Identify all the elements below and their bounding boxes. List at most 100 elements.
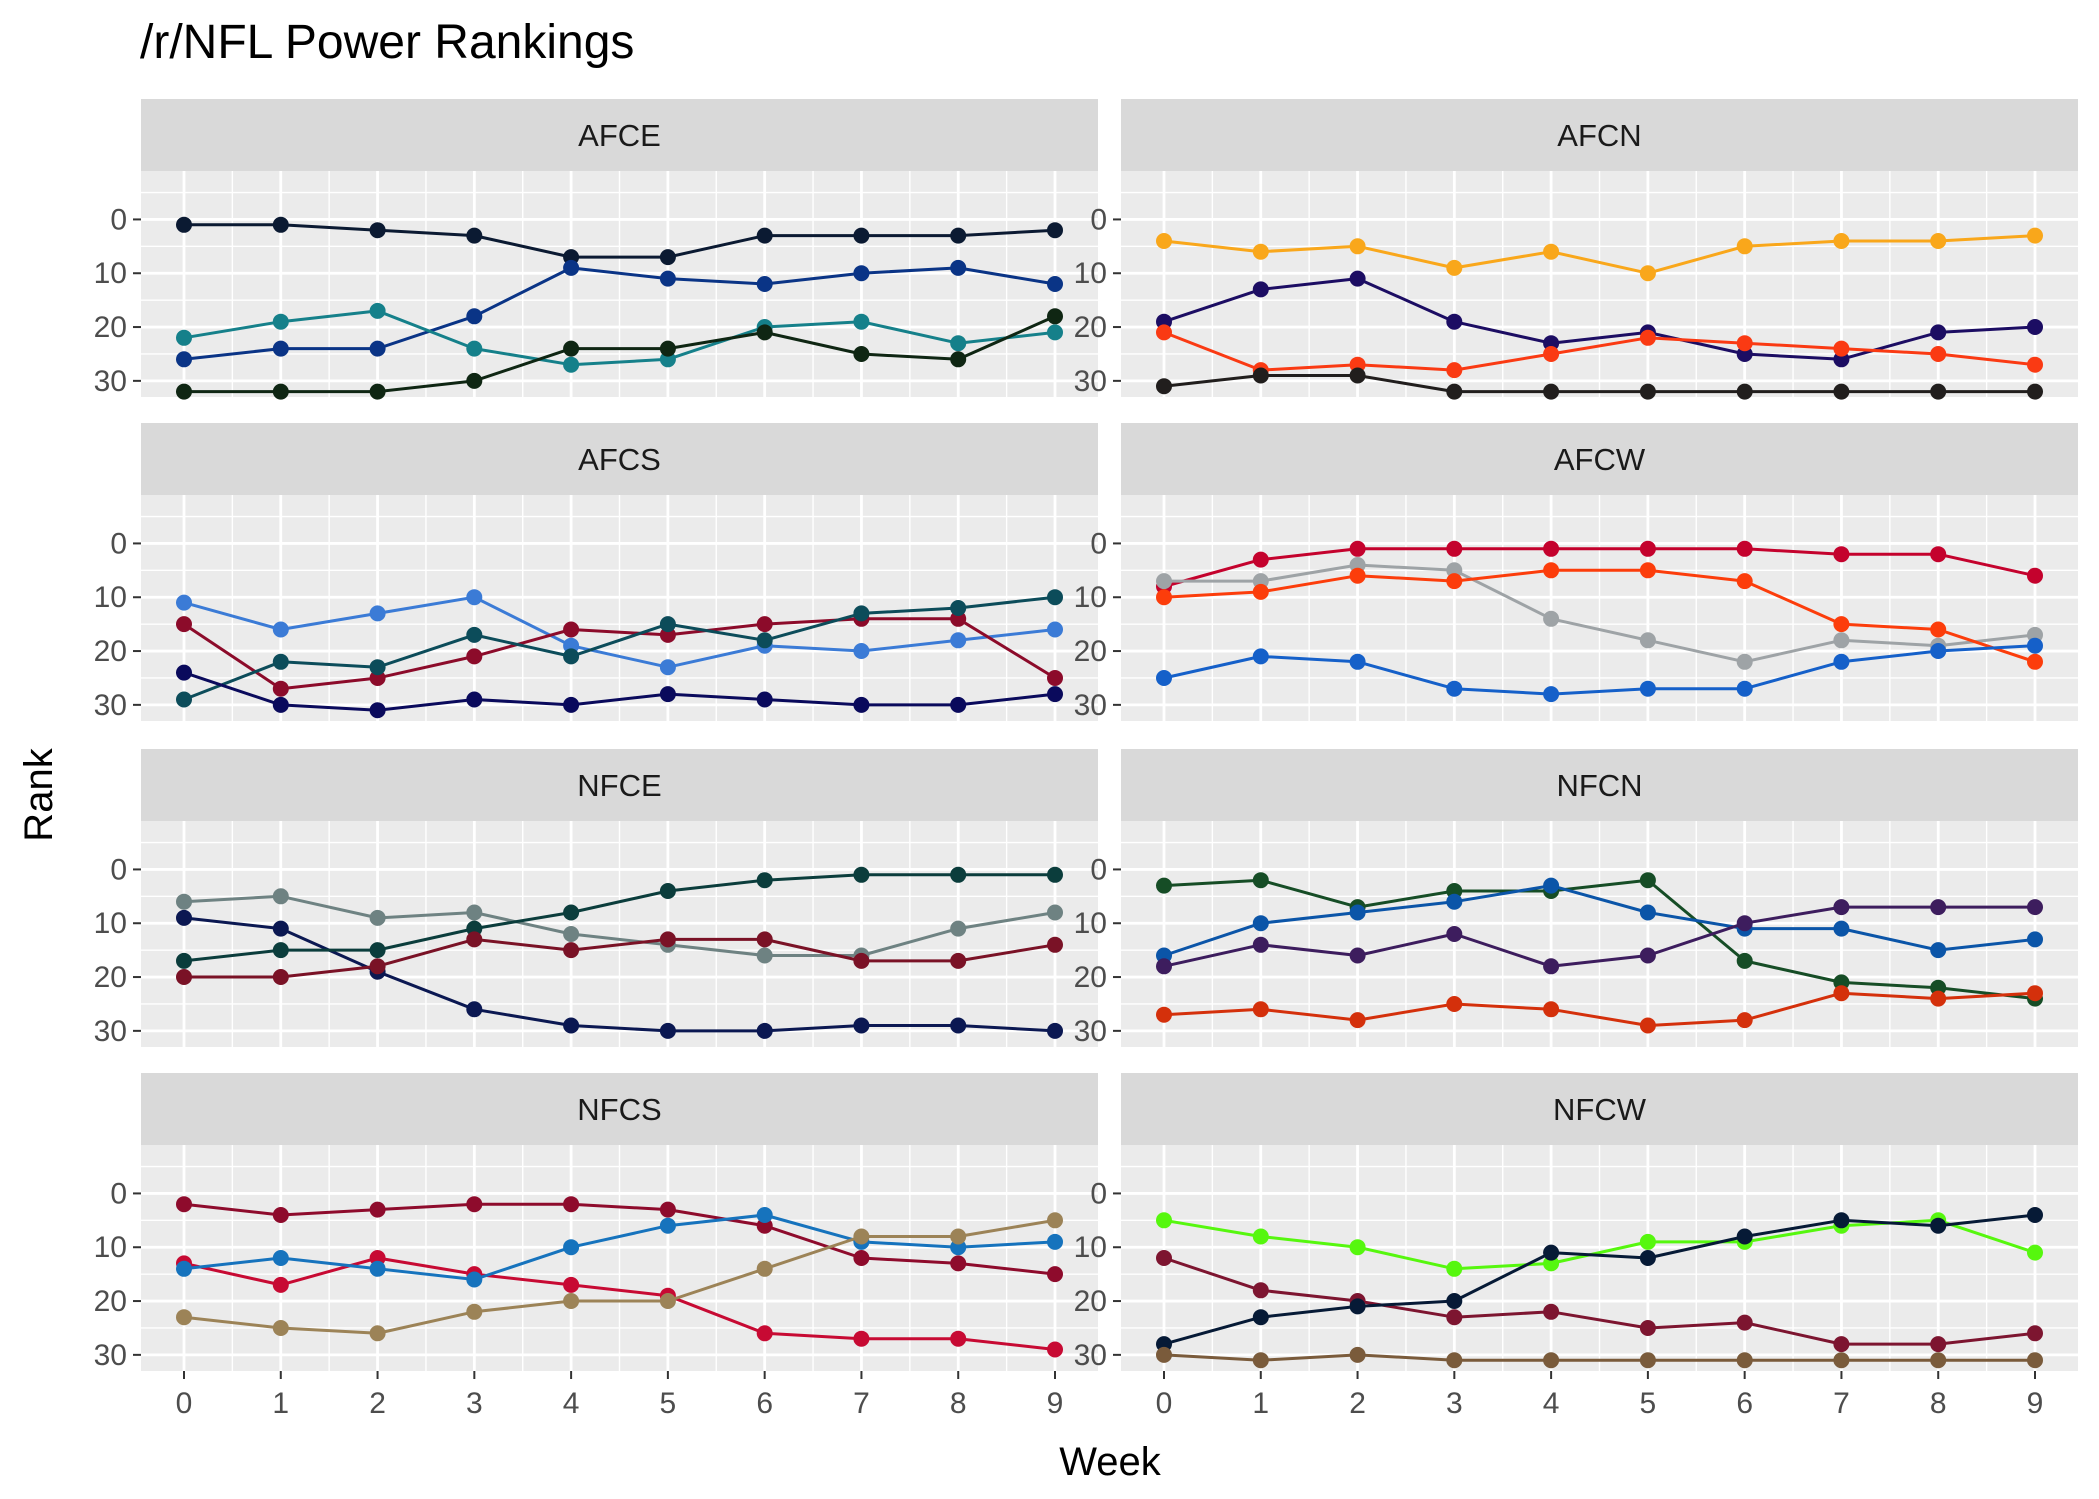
y-tick-label: 20 xyxy=(94,635,127,668)
y-axis: 0 10 20 30 xyxy=(1074,853,1121,1048)
data-point xyxy=(1047,1212,1063,1229)
data-point xyxy=(1349,1346,1366,1363)
data-point xyxy=(369,958,386,975)
x-tick-label: 6 xyxy=(756,1387,773,1420)
panel-nfcn: NFCN 0 10 20 30 xyxy=(1074,749,2078,1048)
series-line xyxy=(1163,878,2036,1001)
data-point xyxy=(756,324,773,341)
data-point xyxy=(1736,653,1753,670)
facet-label: NFCW xyxy=(1553,1092,1647,1127)
data-point xyxy=(466,904,483,921)
data-point xyxy=(950,632,967,649)
data-point xyxy=(1736,915,1753,932)
x-axes: 0 1 2 3 4 5 6 7 8 9 0 1 2 3 4 5 6 7 8 9 xyxy=(176,1371,2043,1420)
y-tick-label: 10 xyxy=(1074,257,1107,290)
data-point xyxy=(176,952,192,969)
data-point xyxy=(1252,915,1269,932)
series-line xyxy=(1163,1353,2035,1362)
data-point xyxy=(659,616,676,633)
data-point xyxy=(1047,866,1063,883)
data-point xyxy=(1639,904,1656,921)
data-point xyxy=(176,383,192,400)
data-point xyxy=(659,1293,676,1309)
data-point xyxy=(466,589,483,606)
data-point xyxy=(1833,1336,1850,1353)
data-point xyxy=(756,872,773,889)
data-point xyxy=(1156,670,1172,686)
data-point xyxy=(1543,346,1560,362)
data-point xyxy=(2027,637,2043,654)
data-point xyxy=(1639,562,1656,579)
data-point xyxy=(1736,1314,1753,1331)
data-point xyxy=(563,1239,580,1256)
gridlines xyxy=(141,1145,1098,1371)
data-point xyxy=(563,621,580,638)
data-point xyxy=(659,1022,676,1039)
chart-title: /r/NFL Power Rankings xyxy=(140,16,634,69)
data-point xyxy=(756,1325,773,1342)
data-point xyxy=(1446,1309,1463,1326)
data-point xyxy=(272,1320,289,1336)
x-tick-label: 9 xyxy=(1047,1387,1064,1420)
series-3 xyxy=(1156,324,2043,379)
data-point xyxy=(2027,567,2043,584)
y-tick-label: 20 xyxy=(94,311,127,344)
data-point xyxy=(369,1260,386,1277)
data-point xyxy=(466,931,483,948)
y-tick-label: 0 xyxy=(1090,527,1107,560)
data-point xyxy=(659,931,676,948)
x-tick-label: 8 xyxy=(950,1387,967,1420)
data-point xyxy=(369,659,386,676)
data-point xyxy=(1930,643,1947,659)
facet-panels: AFCE 0 10 20 30 AFCN 0 10 20 30 AFCS 0 10 20 30 AFCW 0 10… xyxy=(94,99,2078,1372)
data-point xyxy=(1156,1212,1172,1229)
series-1 xyxy=(176,888,1063,964)
y-axis: 0 10 20 30 xyxy=(94,853,141,1048)
y-tick-label: 0 xyxy=(110,527,127,560)
data-point xyxy=(1156,1006,1172,1023)
data-point xyxy=(563,259,580,276)
x-tick-label: 3 xyxy=(466,1387,483,1420)
panel-nfcw: NFCW 0 10 20 30 xyxy=(1074,1073,2078,1372)
y-tick-label: 30 xyxy=(1074,365,1107,398)
data-point xyxy=(176,1260,192,1277)
data-point xyxy=(1446,573,1463,590)
y-tick-label: 30 xyxy=(1074,1339,1107,1372)
y-tick-label: 30 xyxy=(94,1015,127,1048)
data-point xyxy=(1156,233,1172,249)
data-point xyxy=(756,227,773,244)
data-point xyxy=(1639,1250,1656,1266)
data-point xyxy=(1156,378,1172,395)
data-point xyxy=(1252,243,1269,260)
series-1 xyxy=(176,1196,1063,1283)
data-point xyxy=(659,883,676,899)
data-point xyxy=(950,351,967,368)
data-point xyxy=(1156,573,1172,590)
x-tick-label: 4 xyxy=(1543,1387,1560,1420)
series-1 xyxy=(1156,227,2043,282)
series-line xyxy=(184,223,1056,259)
data-point xyxy=(2027,319,2043,335)
y-tick-label: 30 xyxy=(1074,689,1107,722)
data-point xyxy=(2027,1244,2043,1261)
data-point xyxy=(1349,1239,1366,1256)
gridlines xyxy=(141,495,1098,721)
data-point xyxy=(176,594,192,611)
y-tick-label: 30 xyxy=(94,365,127,398)
data-point xyxy=(272,1276,289,1293)
y-tick-label: 10 xyxy=(94,1231,127,1264)
data-point xyxy=(176,909,192,926)
data-point xyxy=(1639,265,1656,282)
data-point xyxy=(563,356,580,373)
data-point xyxy=(466,1303,483,1320)
data-point xyxy=(1930,324,1947,341)
y-axis: 0 10 20 30 xyxy=(1074,1177,1121,1372)
y-axis: 0 10 20 30 xyxy=(1074,527,1121,722)
data-point xyxy=(176,1309,192,1326)
data-point xyxy=(1639,680,1656,697)
data-point xyxy=(272,888,289,905)
series-line xyxy=(183,1202,1056,1276)
data-point xyxy=(853,866,870,883)
data-point xyxy=(1543,1244,1560,1261)
series-line xyxy=(183,894,1056,957)
